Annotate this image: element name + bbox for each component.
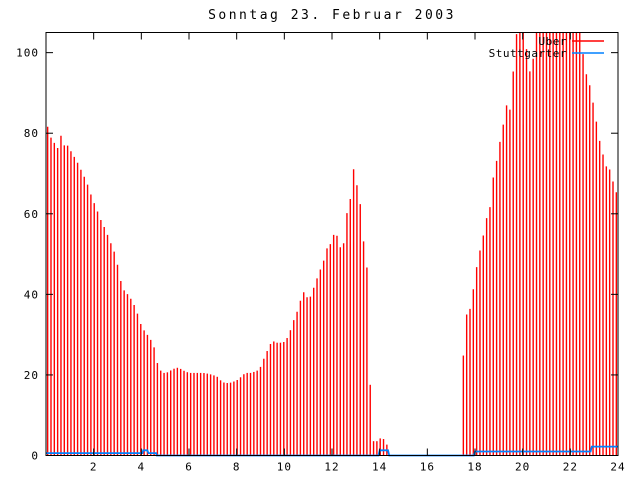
x-tick-label: 14 <box>372 461 387 474</box>
x-tick-label: 2 <box>90 461 98 474</box>
y-tick-label: 80 <box>24 127 39 140</box>
legend: Uber Stuttgarter <box>489 35 604 60</box>
legend-label-uber: Uber <box>539 35 568 48</box>
legend-label-stuttgarter: Stuttgarter <box>489 47 567 60</box>
x-tick-label: 18 <box>467 461 482 474</box>
y-tick-label: 40 <box>24 288 39 301</box>
x-tick-label: 6 <box>185 461 193 474</box>
x-tick-label: 8 <box>233 461 241 474</box>
y-axis-labels: 0 20 40 60 80 100 <box>16 47 39 463</box>
x-tick-label: 24 <box>610 461 625 474</box>
x-tick-label: 10 <box>277 461 292 474</box>
blue-line-series <box>46 445 618 457</box>
y-tick-label: 60 <box>24 208 39 221</box>
blue-step-line <box>46 445 618 457</box>
red-impulse-series <box>46 32 618 455</box>
chart-title: Sonntag 23. Februar 2003 <box>208 8 456 23</box>
x-tick-label: 4 <box>138 461 146 474</box>
plot-border <box>45 32 619 456</box>
y-tick-label: 100 <box>16 47 39 60</box>
x-axis-labels: 2 4 6 8 10 12 14 16 18 20 22 24 <box>90 461 625 474</box>
x-tick-label: 20 <box>515 461 530 474</box>
y-tick-label: 20 <box>24 369 39 382</box>
axis-ticks <box>46 32 619 456</box>
y-tick-label: 0 <box>31 450 39 463</box>
x-tick-label: 22 <box>563 461 578 474</box>
x-tick-label: 12 <box>324 461 339 474</box>
x-tick-label: 16 <box>420 461 435 474</box>
